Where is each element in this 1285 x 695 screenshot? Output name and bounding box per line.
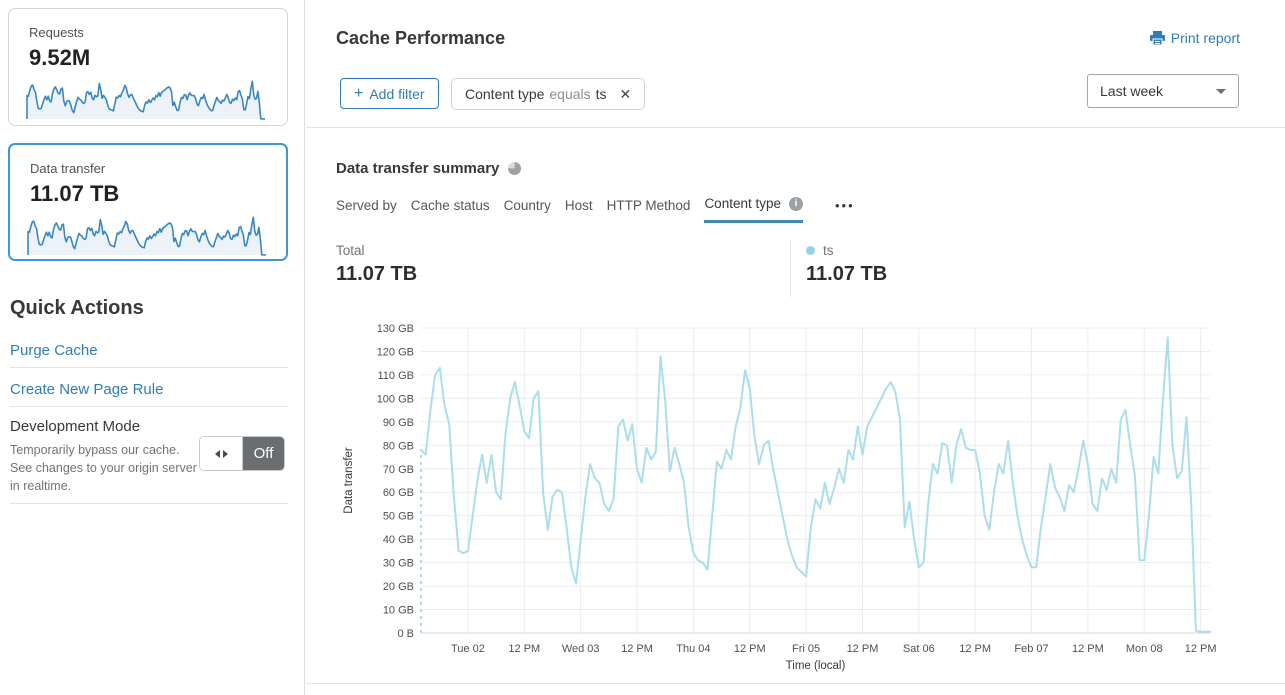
data-transfer-card-value: 11.07 TB	[30, 181, 120, 206]
quick-actions-heading: Quick Actions	[10, 297, 144, 319]
development-mode-toggle[interactable]: Off	[199, 436, 285, 471]
print-report-link[interactable]: Print report	[1149, 30, 1240, 46]
purge-cache-link[interactable]: Purge Cache	[10, 342, 98, 359]
svg-text:12 PM: 12 PM	[847, 643, 879, 655]
svg-text:40 GB: 40 GB	[383, 534, 414, 546]
toggle-handle[interactable]	[200, 437, 243, 470]
arrows-icon	[222, 449, 228, 458]
svg-text:120 GB: 120 GB	[377, 346, 414, 358]
tab-content-type[interactable]: Content type i	[704, 196, 803, 223]
more-tabs-icon[interactable]: •••	[835, 197, 855, 213]
data-transfer-metric-card[interactable]: Data transfer 11.07 TB	[8, 143, 288, 261]
printer-icon	[1149, 31, 1165, 45]
svg-text:12 PM: 12 PM	[959, 643, 991, 655]
page-title: Cache Performance	[336, 28, 506, 48]
svg-text:12 PM: 12 PM	[621, 643, 653, 655]
create-page-rule-link[interactable]: Create New Page Rule	[10, 381, 164, 398]
remove-filter-icon[interactable]: ✕	[619, 85, 632, 102]
summary-title: Data transfer summary	[336, 160, 500, 177]
svg-text:20 GB: 20 GB	[383, 581, 414, 593]
series-value: 11.07 TB	[806, 263, 888, 285]
svg-text:12 PM: 12 PM	[1185, 643, 1217, 655]
summary-tabs: Served by Cache status Country Host HTTP Met…	[336, 196, 855, 223]
info-icon[interactable]: i	[789, 196, 803, 211]
divider	[10, 503, 288, 504]
requests-metric-card[interactable]: Requests 9.52M	[8, 8, 288, 126]
filter-field: Content type	[465, 86, 545, 102]
tab-host[interactable]: Host	[564, 197, 593, 213]
svg-text:70 GB: 70 GB	[383, 464, 414, 476]
footer-divider	[306, 683, 1285, 684]
svg-text:12 PM: 12 PM	[1072, 643, 1104, 655]
total-label: Total	[336, 243, 365, 258]
svg-text:12 PM: 12 PM	[734, 643, 766, 655]
filter-chip-content-type[interactable]: Content type equals ts ✕	[451, 78, 646, 110]
requests-card-value: 9.52M	[29, 45, 91, 70]
svg-text:60 GB: 60 GB	[383, 487, 414, 499]
data-transfer-card-label: Data transfer	[30, 161, 106, 176]
total-column: Total 11.07 TB	[336, 243, 417, 286]
development-mode-description: Temporarily bypass our cache. See change…	[10, 443, 197, 493]
tab-cache-status[interactable]: Cache status	[410, 197, 490, 213]
print-report-label: Print report	[1170, 30, 1240, 46]
requests-card-label: Requests	[29, 25, 84, 40]
filter-value: ts	[595, 86, 607, 102]
total-value: 11.07 TB	[336, 263, 418, 285]
tab-http-method[interactable]: HTTP Method	[606, 197, 691, 213]
filter-operator: equals	[549, 86, 591, 102]
data-transfer-chart: 0 B 10 GB 20 GB 30 GB 40 GB 50 GB 60 GB 70 GB 80…	[330, 315, 1240, 685]
add-filter-label: Add filter	[369, 85, 425, 102]
requests-sparkline-chart	[26, 80, 265, 120]
sidebar: Requests 9.52M Data transfer 11.07 TB Qu…	[0, 0, 305, 695]
development-mode-label: Development Mode	[10, 418, 141, 435]
svg-text:Sat 06: Sat 06	[903, 643, 935, 655]
tab-served-by[interactable]: Served by	[336, 197, 397, 213]
svg-text:30 GB: 30 GB	[383, 558, 414, 570]
chevron-down-icon	[1216, 88, 1226, 94]
data-transfer-sparkline-chart	[27, 216, 266, 256]
arrows-icon	[214, 449, 220, 458]
svg-text:10 GB: 10 GB	[383, 605, 414, 617]
svg-text:12 PM: 12 PM	[508, 643, 540, 655]
svg-text:Time (local): Time (local)	[786, 660, 846, 672]
svg-text:Mon 08: Mon 08	[1126, 643, 1163, 655]
svg-text:0 B: 0 B	[397, 628, 414, 640]
toggle-off-label: Off	[243, 437, 284, 470]
svg-text:Fri 05: Fri 05	[792, 643, 820, 655]
pie-chart-icon	[508, 162, 522, 175]
svg-text:100 GB: 100 GB	[377, 393, 414, 405]
svg-text:90 GB: 90 GB	[383, 417, 414, 429]
divider	[10, 406, 288, 407]
svg-text:Feb 07: Feb 07	[1014, 643, 1048, 655]
time-range-select[interactable]: Last week	[1087, 74, 1239, 108]
series-label: ts	[823, 243, 834, 258]
data-transfer-chart-svg: 0 B 10 GB 20 GB 30 GB 40 GB 50 GB 60 GB 70 GB 80…	[343, 323, 1217, 672]
svg-text:130 GB: 130 GB	[377, 323, 414, 335]
totals-divider	[790, 240, 791, 297]
svg-text:50 GB: 50 GB	[383, 511, 414, 523]
svg-text:Thu 04: Thu 04	[676, 643, 710, 655]
plus-icon: +	[354, 84, 364, 102]
tab-country[interactable]: Country	[503, 197, 551, 213]
svg-text:Tue 02: Tue 02	[451, 643, 485, 655]
svg-text:80 GB: 80 GB	[383, 440, 414, 452]
divider	[10, 367, 288, 368]
add-filter-button[interactable]: + Add filter	[340, 78, 439, 109]
series-column: ts 11.07 TB	[806, 243, 887, 286]
svg-text:Data transfer: Data transfer	[343, 447, 355, 514]
svg-text:Wed 03: Wed 03	[562, 643, 600, 655]
svg-text:110 GB: 110 GB	[378, 370, 415, 382]
series-legend-dot	[806, 246, 815, 255]
header-divider	[306, 127, 1285, 128]
time-range-value: Last week	[1100, 83, 1164, 99]
